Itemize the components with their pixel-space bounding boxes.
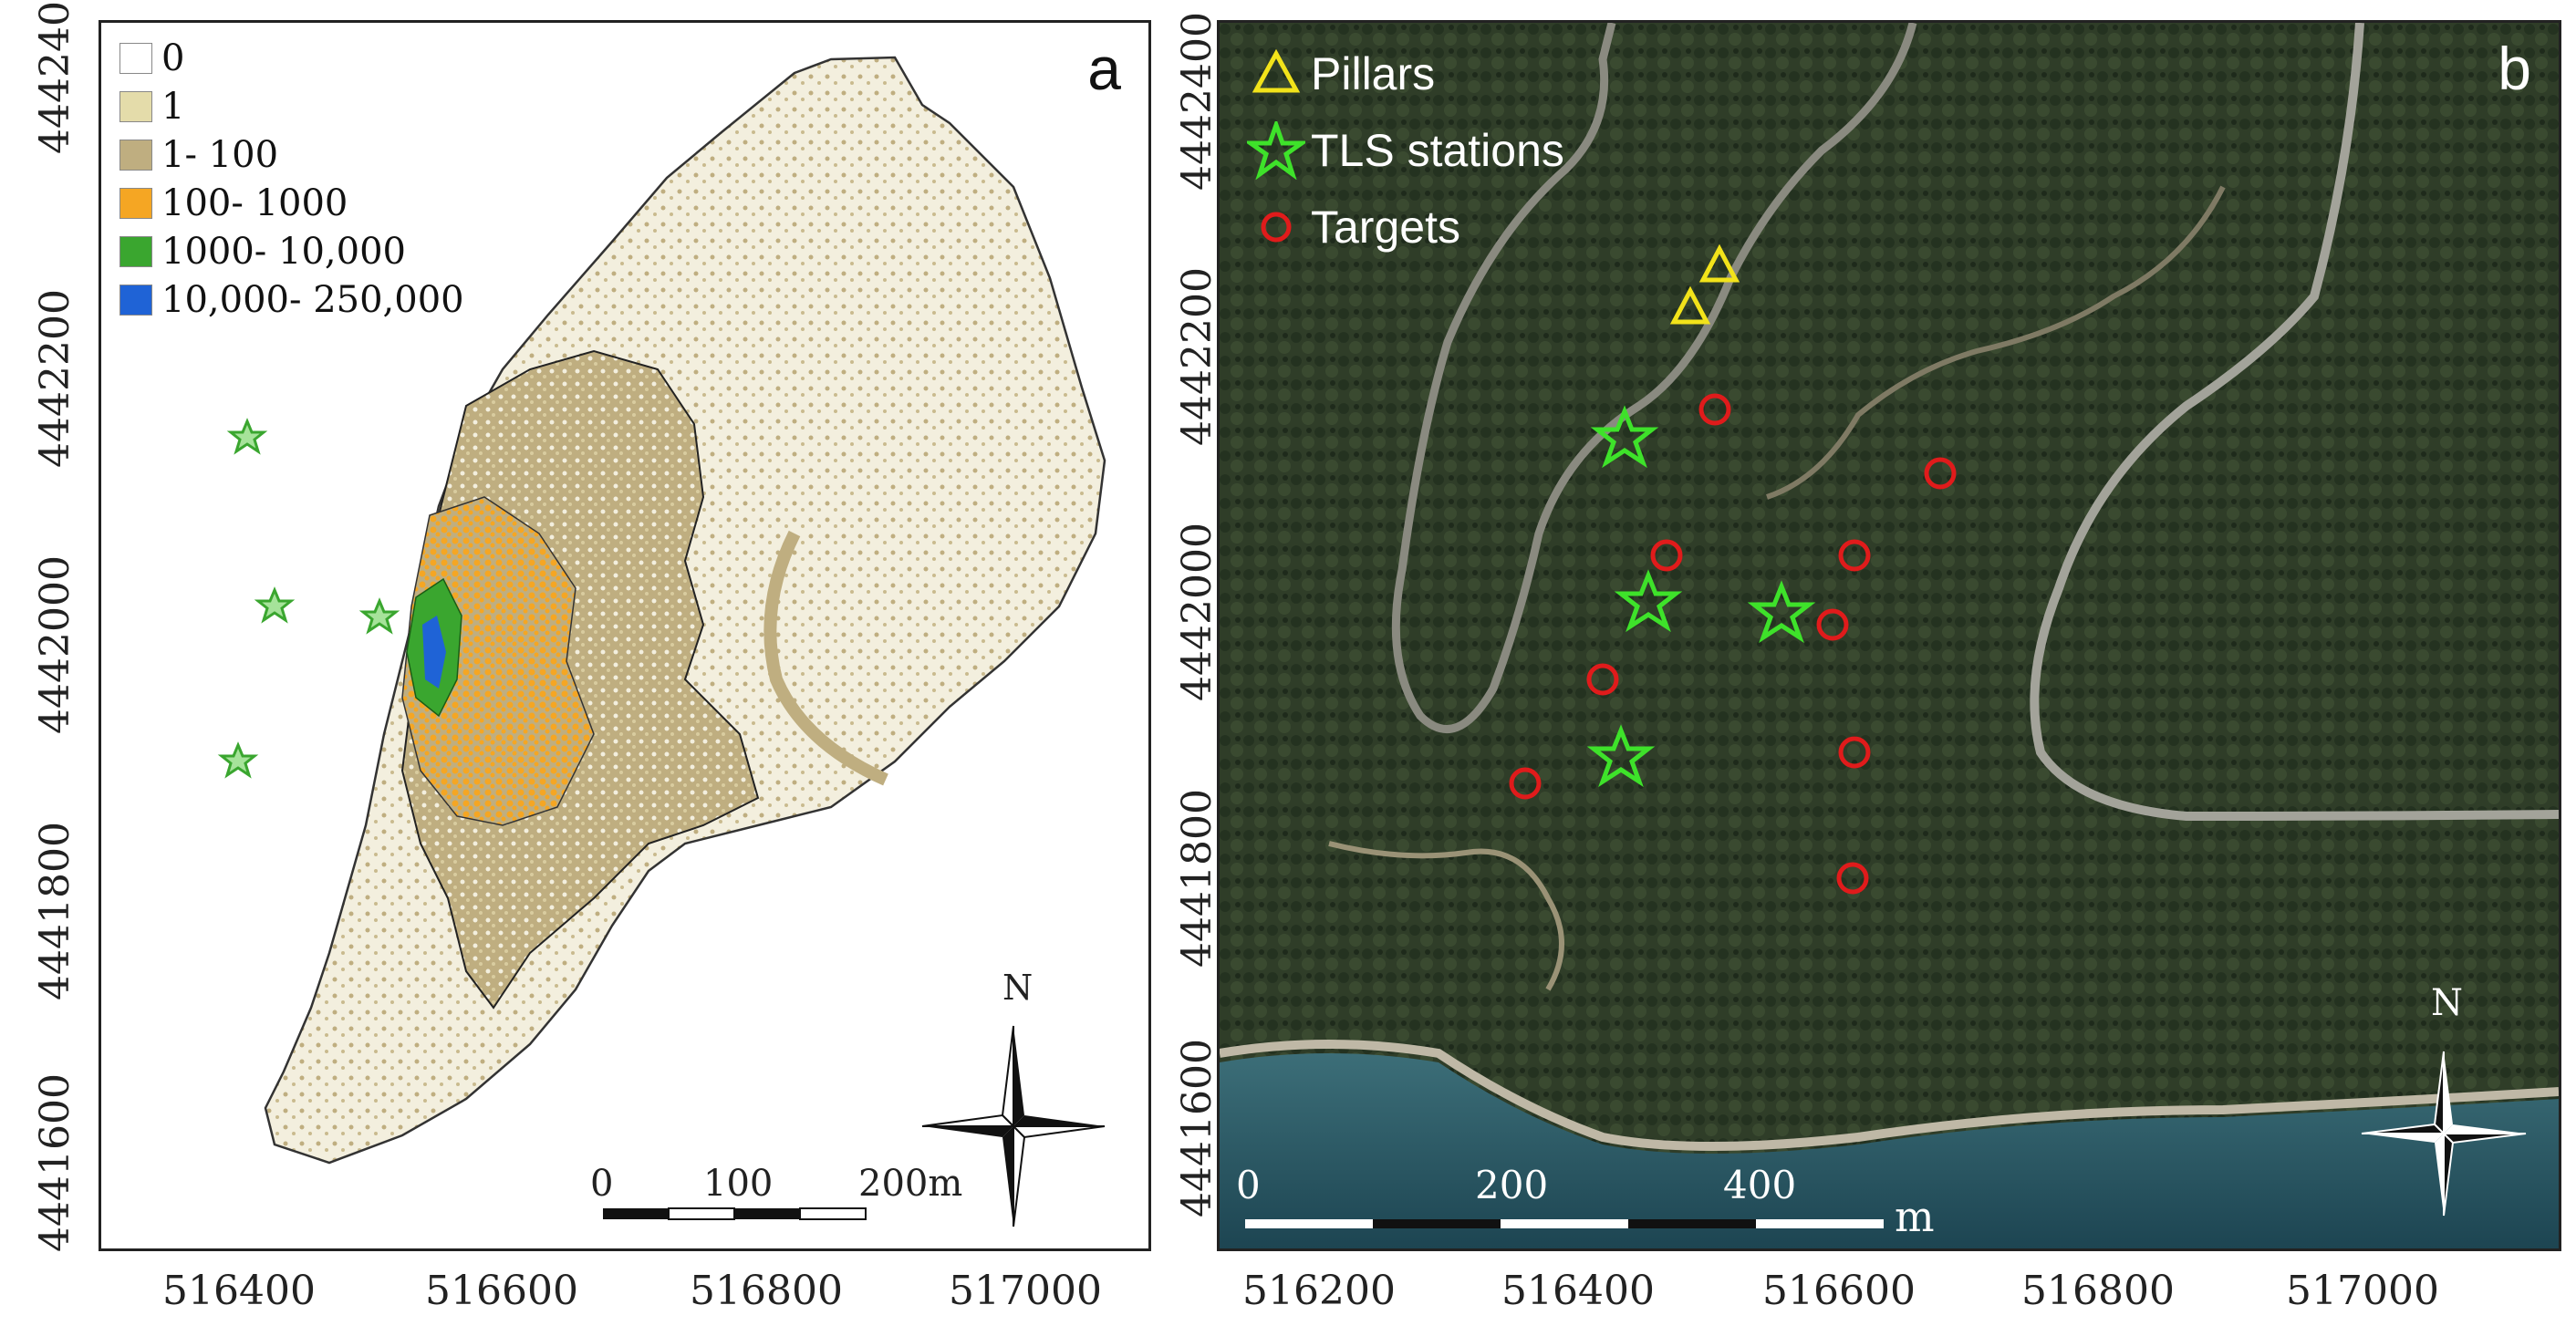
map-panel-b: Pillars TLS stations Targets b N 0 200 4…	[1217, 20, 2561, 1251]
legend-item: 1- 100	[119, 130, 464, 179]
tls-station-marker	[217, 741, 259, 779]
y-tick-label: 4442200	[1174, 267, 1220, 446]
target-marker	[1924, 457, 1957, 490]
legend-b: Pillars TLS stations Targets	[1247, 36, 1564, 265]
x-tick-label: 517000	[2286, 1268, 2439, 1314]
y-tick-label: 4442200	[32, 289, 78, 468]
y-tick-label: 4442400	[1174, 12, 1220, 191]
circle-icon	[1261, 212, 1292, 243]
road	[1391, 23, 1917, 734]
x-tick-label: 516800	[2021, 1268, 2175, 1314]
tls-station-marker	[1614, 569, 1683, 633]
legend-item: 0	[119, 34, 464, 82]
y-tick-label: 4442000	[1174, 523, 1220, 701]
map-panel-a: 0 1 1- 100 100- 1000 1000- 10,000 10,000…	[99, 20, 1151, 1251]
legend-swatch	[119, 139, 152, 171]
legend-swatch	[119, 284, 152, 316]
target-marker	[1509, 767, 1542, 800]
beach	[1220, 1040, 2559, 1151]
scale-label: 100	[703, 1163, 774, 1205]
north-arrow-icon	[921, 1025, 1106, 1227]
y-tick-label: 4441800	[1174, 789, 1220, 968]
triangle-icon	[1252, 48, 1301, 93]
tls-station-marker	[254, 586, 296, 624]
legend-swatch	[119, 90, 152, 122]
panel-label-b: b	[2498, 35, 2531, 102]
legend-item: Pillars	[1247, 36, 1564, 112]
north-label: N	[2431, 982, 2463, 1024]
target-marker	[1838, 736, 1871, 769]
y-tick-label: 4442400	[32, 0, 78, 154]
pillar-marker	[1669, 285, 1711, 325]
tls-station-marker	[1590, 405, 1659, 469]
scale-unit: m	[1895, 1192, 1935, 1241]
legend-item: TLS stations	[1247, 112, 1564, 189]
x-tick-label: 516800	[690, 1268, 843, 1314]
track	[1328, 841, 1564, 991]
tls-station-marker	[358, 597, 400, 635]
landslide-map-a	[217, 56, 1106, 1227]
x-tick-label: 516400	[1501, 1268, 1655, 1314]
target-marker	[1816, 608, 1849, 641]
scale-label: 0	[590, 1163, 614, 1205]
legend-a: 0 1 1- 100 100- 1000 1000- 10,000 10,000…	[119, 34, 464, 324]
legend-item: 100- 1000	[119, 179, 464, 227]
target-marker	[1650, 539, 1683, 572]
scale-label: 400	[1723, 1163, 1797, 1207]
target-marker	[1586, 663, 1619, 696]
x-tick-label: 516200	[1242, 1268, 1396, 1314]
north-arrow-icon	[2361, 1051, 2527, 1217]
scale-label: 200	[1475, 1163, 1549, 1207]
track	[1766, 185, 2226, 500]
y-tick-label: 4441600	[1174, 1039, 1220, 1217]
scale-bar-b	[1245, 1219, 1884, 1228]
y-tick-label: 4442000	[32, 555, 78, 734]
y-tick-label: 4441600	[32, 1073, 78, 1252]
north-label: N	[1002, 968, 1034, 1008]
legend-item: 10,000- 250,000	[119, 275, 464, 324]
legend-item: Targets	[1247, 189, 1564, 265]
x-tick-label: 516600	[1762, 1268, 1916, 1314]
star-icon	[1247, 121, 1305, 180]
target-marker	[1698, 393, 1731, 426]
high-displacement-zone	[401, 496, 595, 826]
x-tick-label: 516600	[425, 1268, 578, 1314]
legend-swatch	[119, 187, 152, 219]
legend-swatch	[119, 42, 152, 74]
tls-station-marker	[1586, 724, 1656, 788]
pillar-marker	[1698, 243, 1740, 283]
satellite-image-b	[1220, 23, 2559, 1248]
scale-label: 200m	[858, 1163, 963, 1205]
extreme-displacement-zone	[422, 616, 446, 689]
legend-item: 1	[119, 82, 464, 130]
legend-swatch	[119, 235, 152, 267]
target-marker	[1836, 862, 1869, 895]
scale-bar-a	[603, 1207, 867, 1220]
tls-station-marker	[226, 418, 268, 455]
road	[2030, 23, 2559, 822]
legend-item: 1000- 10,000	[119, 227, 464, 275]
panel-label-a: a	[1087, 35, 1121, 102]
x-tick-label: 516400	[162, 1268, 316, 1314]
tls-station-marker	[1747, 580, 1816, 644]
scale-label: 0	[1236, 1163, 1261, 1207]
x-tick-label: 517000	[949, 1268, 1102, 1314]
main-scarp	[763, 530, 888, 786]
y-tick-label: 4441800	[32, 822, 78, 1000]
sea	[1220, 1053, 2559, 1248]
target-marker	[1838, 539, 1871, 572]
